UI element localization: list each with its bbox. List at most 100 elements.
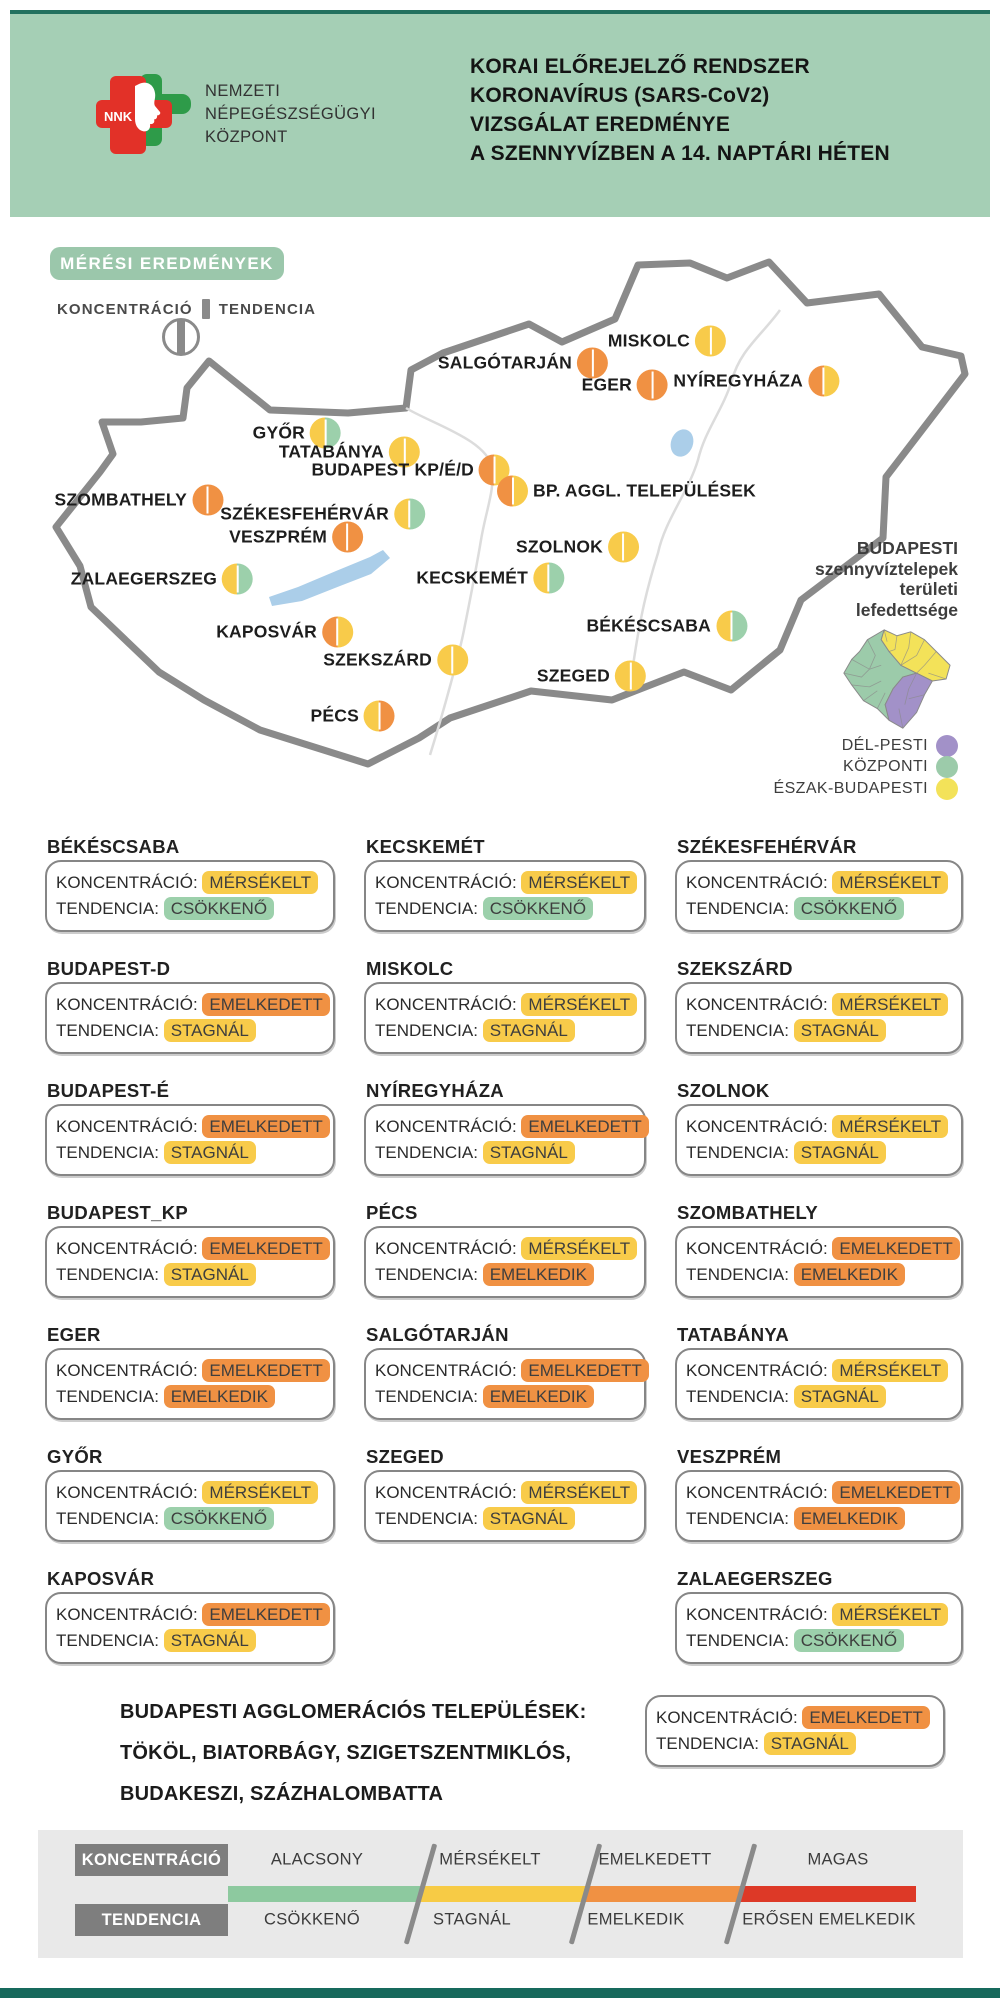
tendency-value: STAGNÁL (793, 1385, 886, 1408)
tendency-value: EMELKEDIK (482, 1385, 594, 1408)
concentration-line: KONCENTRÁCIÓ: EMELKEDETT (656, 1706, 934, 1729)
concentration-tendency-dot-icon (332, 521, 363, 553)
tendency-value: STAGNÁL (793, 1019, 886, 1042)
footer-strip (0, 1988, 1000, 1998)
concentration-value: MÉRSÉKELT (832, 1359, 949, 1382)
map-city-kaposv-r: KAPOSVÁR (216, 616, 353, 648)
marker-key: KONCENTRÁCIÓ TENDENCIA (57, 299, 316, 319)
tendency-label: TENDENCIA: (686, 899, 794, 918)
lake-tisza (670, 429, 694, 457)
concentration-value: MÉRSÉKELT (521, 1481, 638, 1504)
concentration-value: EMELKEDETT (802, 1706, 930, 1729)
tendency-value: EMELKEDIK (163, 1385, 275, 1408)
scale-value-stagn-l: STAGNÁL (433, 1910, 511, 1929)
city-card-kaposv-r: KAPOSVÁR KONCENTRÁCIÓ: EMELKEDETT TENDENCI… (45, 1569, 335, 1664)
tendency-label: TENDENCIA: (56, 1143, 164, 1162)
concentration-tendency-dot-icon (637, 369, 668, 401)
page-title-line-3: VIZSGÁLAT EREDMÉNYE (470, 113, 731, 136)
map-city-zalaegerszeg: ZALAEGERSZEG (71, 563, 253, 595)
tendency-value: EMELKEDIK (793, 1263, 905, 1286)
concentration-tendency-dot-icon (716, 610, 747, 642)
city-card-title: GYŐR (47, 1446, 103, 1467)
concentration-value: EMELKEDETT (202, 993, 330, 1016)
lake-balaton (269, 550, 390, 606)
map-city-veszpr-m: VESZPRÉM (229, 521, 363, 553)
city-card-szombathely: SZOMBATHELY KONCENTRÁCIÓ: EMELKEDETT TENDE… (675, 1203, 963, 1298)
measurement-box: KONCENTRÁCIÓ: EMELKEDETT TENDENCIA: STAGN… (45, 1592, 335, 1664)
map-city-label: SZEKSZÁRD (323, 649, 432, 670)
city-card-tatab-nya: TATABÁNYA KONCENTRÁCIÓ: MÉRSÉKELT TENDENCI… (675, 1325, 963, 1420)
tendency-value: STAGNÁL (163, 1141, 256, 1164)
tendency-line: TENDENCIA: EMELKEDIK (56, 1385, 324, 1408)
measurement-box: KONCENTRÁCIÓ: EMELKEDETT TENDENCIA: STAGN… (45, 1226, 335, 1298)
map-city-sz-kesfeh-rv-r: SZÉKESFEHÉRVÁR (220, 498, 425, 530)
map-city-label: KECSKEMÉT (416, 567, 528, 588)
tendency-label: TENDENCIA: (375, 1387, 483, 1406)
map-city-p-cs: PÉCS (311, 700, 395, 732)
concentration-label: KONCENTRÁCIÓ: (686, 1361, 833, 1380)
city-card-sz-kesfeh-rv-r: SZÉKESFEHÉRVÁR KONCENTRÁCIÓ: MÉRSÉKELT TEN… (675, 837, 963, 932)
concentration-value: MÉRSÉKELT (832, 1115, 949, 1138)
city-card-szeksz-rd: SZEKSZÁRD KONCENTRÁCIÓ: MÉRSÉKELT TENDENCI… (675, 959, 963, 1054)
city-card-title: EGER (47, 1324, 101, 1345)
org-name-line-3: KÖZPONT (205, 128, 288, 146)
org-name: NEMZETI NÉPEGÉSZSÉGÜGYI KÖZPONT (205, 80, 376, 149)
tendency-value: STAGNÁL (482, 1507, 575, 1530)
budapest-inset-legend: DÉL-PESTI KÖZPONTI ÉSZAK-BUDAPESTI (700, 734, 958, 800)
concentration-label: KONCENTRÁCIÓ: (56, 995, 203, 1014)
concentration-line: KONCENTRÁCIÓ: EMELKEDETT (375, 1359, 649, 1382)
map-city-label: SZOLNOK (516, 536, 603, 557)
inset-legend-color-dot-icon (936, 734, 958, 757)
map-city-ny-regyh-za: NYÍREGYHÁZA (673, 365, 839, 397)
concentration-label: KONCENTRÁCIÓ: (56, 1605, 203, 1624)
concentration-label: KONCENTRÁCIÓ: (375, 995, 522, 1014)
scale-row-label-koncentr-ci: KONCENTRÁCIÓ (75, 1844, 228, 1876)
map-city-salg-tarj-n: SALGÓTARJÁN (438, 347, 608, 379)
map-city-label: GYŐR (252, 422, 305, 443)
concentration-label: KONCENTRÁCIÓ: (375, 1483, 522, 1502)
tendency-label: TENDENCIA: (686, 1631, 794, 1650)
concentration-label: KONCENTRÁCIÓ: (375, 1117, 522, 1136)
tendency-value: CSÖKKENŐ (163, 1507, 275, 1530)
tendency-value: STAGNÁL (163, 1263, 256, 1286)
org-name-line-2: NÉPEGÉSZSÉGÜGYI (205, 105, 377, 123)
map-city-label: MISKOLC (607, 330, 690, 351)
measurement-box: KONCENTRÁCIÓ: EMELKEDETT TENDENCIA: EMELK… (45, 1348, 335, 1420)
tendency-value: STAGNÁL (763, 1732, 856, 1755)
concentration-line: KONCENTRÁCIÓ: MÉRSÉKELT (686, 1603, 952, 1626)
city-card-title: SZEGED (366, 1446, 444, 1467)
scale-value-er-sen-emelkedik: ERŐSEN EMELKEDIK (742, 1910, 916, 1929)
city-card-gy-r: GYŐR KONCENTRÁCIÓ: MÉRSÉKELT TENDENCIA: CS… (45, 1446, 335, 1542)
map-city-label: TATABÁNYA (278, 441, 384, 462)
tendency-line: TENDENCIA: STAGNÁL (56, 1263, 324, 1286)
concentration-line: KONCENTRÁCIÓ: EMELKEDETT (56, 993, 330, 1016)
concentration-label: KONCENTRÁCIÓ: (56, 1483, 203, 1502)
marker-key-concentration-label: KONCENTRÁCIÓ (57, 300, 193, 318)
tendency-value: EMELKEDIK (793, 1507, 905, 1530)
agglomeration-note-line-2: TÖKÖL, BIATORBÁGY, SZIGETSZENTMIKLÓS, (120, 1742, 572, 1764)
tendency-value: STAGNÁL (163, 1019, 256, 1042)
measurement-box: KONCENTRÁCIÓ: MÉRSÉKELT TENDENCIA: CSÖKKE… (675, 1592, 963, 1664)
city-card-salg-tarj-n: SALGÓTARJÁN KONCENTRÁCIÓ: EMELKEDETT TENDE… (364, 1325, 649, 1420)
city-card-title: MISKOLC (366, 958, 454, 979)
marker-key-tendency-label: TENDENCIA (218, 300, 317, 318)
map-city-b-k-scsaba: BÉKÉSCSABA (586, 610, 747, 642)
city-card-title: ZALAEGERSZEG (677, 1568, 833, 1589)
tendency-line: TENDENCIA: STAGNÁL (686, 1385, 952, 1408)
concentration-value: MÉRSÉKELT (202, 1481, 319, 1504)
budapest-inset-title-line-3: területi (899, 579, 958, 599)
concentration-line: KONCENTRÁCIÓ: EMELKEDETT (56, 1115, 330, 1138)
concentration-line: KONCENTRÁCIÓ: EMELKEDETT (686, 1237, 960, 1260)
budapest-inset-map (843, 629, 951, 729)
tendency-value: CSÖKKENŐ (482, 897, 594, 920)
concentration-value: EMELKEDETT (202, 1603, 330, 1626)
map-city-label: KAPOSVÁR (216, 621, 317, 642)
tendency-value: STAGNÁL (482, 1019, 575, 1042)
concentration-label: KONCENTRÁCIÓ: (375, 873, 522, 892)
scale-value-cs-kken: CSÖKKENŐ (264, 1910, 360, 1929)
scale-value-emelkedett: EMELKEDETT (598, 1850, 712, 1869)
concentration-line: KONCENTRÁCIÓ: MÉRSÉKELT (56, 871, 324, 894)
city-card-veszpr-m: VESZPRÉM KONCENTRÁCIÓ: EMELKEDETT TENDENCI… (675, 1447, 963, 1542)
tendency-value: CSÖKKENŐ (793, 897, 905, 920)
